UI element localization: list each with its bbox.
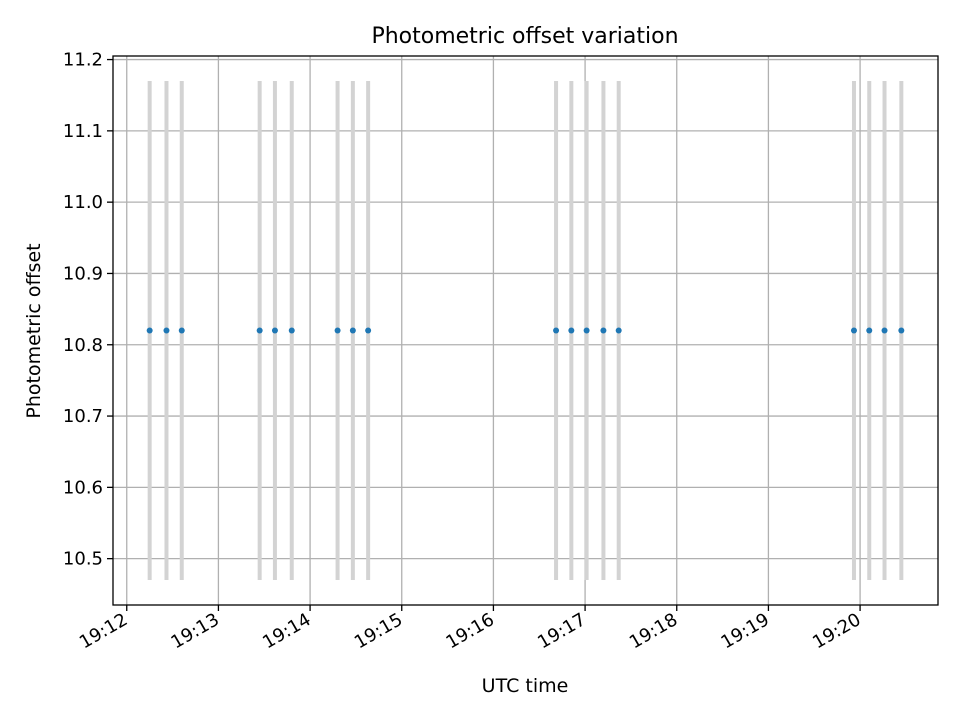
y-tick-label: 11.2 (63, 50, 103, 71)
y-tick-label: 10.6 (63, 477, 103, 498)
chart-title: Photometric offset variation (371, 24, 678, 49)
data-point (615, 327, 622, 334)
data-point (866, 327, 873, 334)
y-axis-ticks: 10.5 10.6 10.7 10.8 10.9 11.0 11.1 11.2 (63, 50, 113, 570)
data-point (881, 327, 888, 334)
y-tick-label: 11.1 (63, 121, 103, 142)
data-point (553, 327, 560, 334)
x-axis-label: UTC time (482, 675, 569, 697)
data-point (334, 327, 341, 334)
y-tick-label: 11.0 (63, 192, 103, 213)
y-tick-label: 10.8 (63, 335, 103, 356)
data-point (256, 327, 263, 334)
data-point (898, 327, 905, 334)
data-point (146, 327, 153, 334)
data-point (271, 327, 278, 334)
data-point (583, 327, 590, 334)
y-tick-label: 10.5 (63, 549, 103, 570)
data-point (178, 327, 185, 334)
plot-area-frame (112, 55, 939, 606)
data-point (365, 327, 372, 334)
data-point (568, 327, 575, 334)
y-tick-label: 10.7 (63, 406, 103, 427)
y-tick-label: 10.9 (63, 263, 103, 284)
y-axis-label: Photometric offset (23, 243, 45, 418)
data-points (146, 327, 905, 334)
data-point (349, 327, 356, 334)
data-point (600, 327, 607, 334)
data-point (850, 327, 857, 334)
data-point (288, 327, 295, 334)
data-point (163, 327, 170, 334)
